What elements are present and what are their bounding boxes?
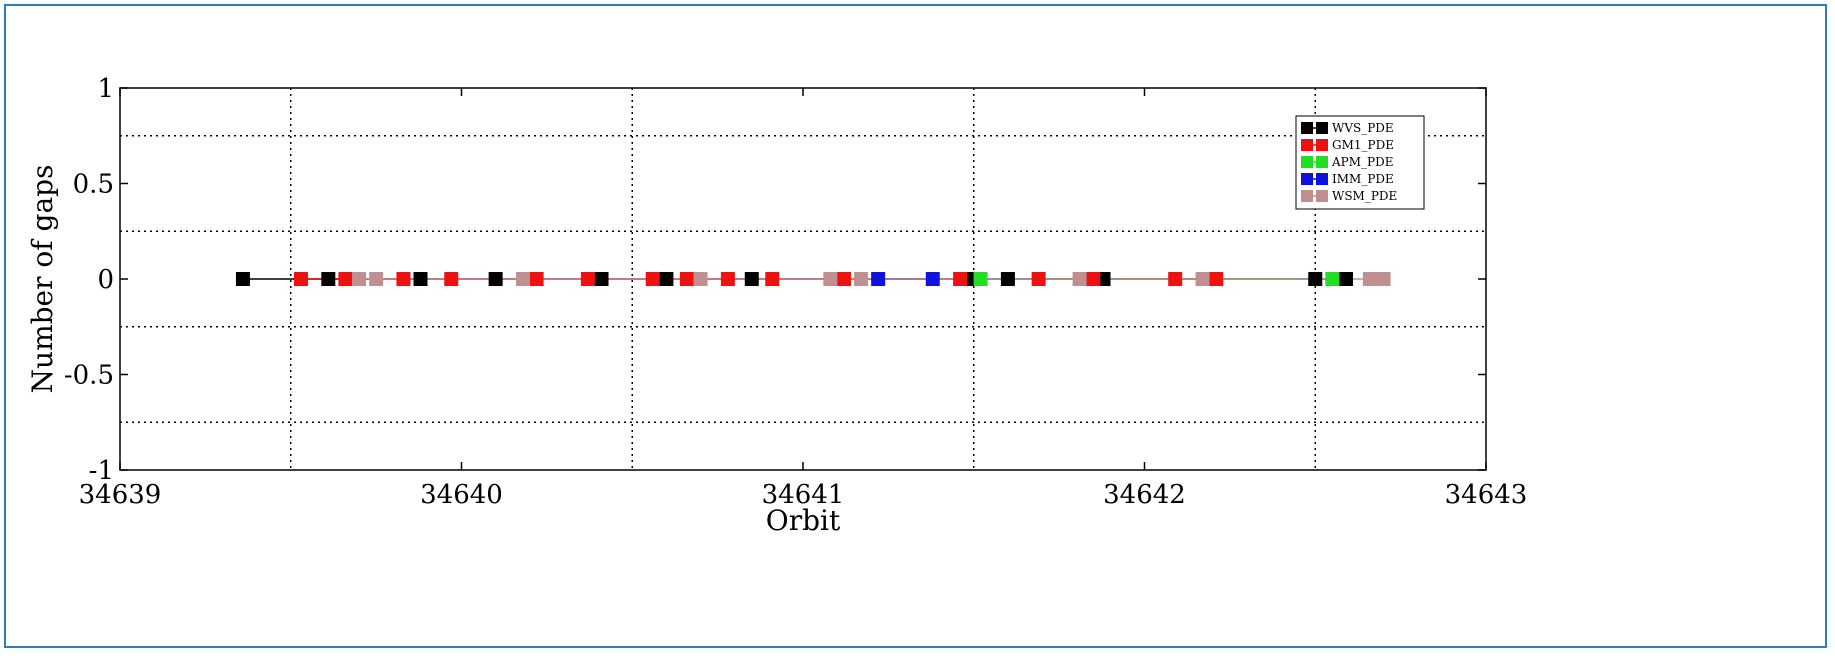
data-point-GM1_PDE	[836, 272, 851, 286]
data-point-WSM_PDE	[693, 272, 708, 286]
y-tick-label: 1	[97, 74, 114, 104]
legend-marker	[1301, 139, 1313, 151]
legend-marker	[1301, 173, 1313, 185]
data-point-GM1_PDE	[1209, 272, 1224, 286]
legend-label: WSM_PDE	[1332, 189, 1397, 203]
legend-marker	[1316, 190, 1328, 202]
data-point-IMM_PDE	[871, 272, 886, 286]
legend-marker	[1316, 122, 1328, 134]
data-point-GM1_PDE	[529, 272, 544, 286]
data-point-WSM_PDE	[1195, 272, 1210, 286]
data-point-GM1_PDE	[1168, 272, 1183, 286]
y-tick-label: 0.5	[73, 170, 114, 200]
x-tick-label: 34643	[1445, 480, 1528, 510]
data-point-WVS_PDE	[1338, 272, 1353, 286]
axes: 34639 34640 34641 34642 34643 -1 -0.5 0 0.5 1	[64, 74, 1528, 510]
y-axis-label: Number of gaps	[26, 165, 59, 394]
data-point-WVS_PDE	[744, 272, 759, 286]
data-point-GM1_PDE	[1031, 272, 1046, 286]
x-tick-label: 34639	[79, 480, 162, 510]
data-point-WSM_PDE	[1362, 272, 1377, 286]
x-tick-label: 34641	[762, 480, 845, 510]
x-axis-label: Orbit	[766, 504, 841, 537]
data-markers	[235, 272, 1391, 286]
data-point-GM1_PDE	[765, 272, 780, 286]
data-point-WVS_PDE	[235, 272, 250, 286]
data-point-GM1_PDE	[1086, 272, 1101, 286]
data-point-GM1_PDE	[720, 272, 735, 286]
data-point-GM1_PDE	[953, 272, 968, 286]
data-point-WVS_PDE	[413, 272, 428, 286]
data-point-WVS_PDE	[488, 272, 503, 286]
data-point-WSM_PDE	[1376, 272, 1391, 286]
data-point-WSM_PDE	[352, 272, 367, 286]
data-point-WVS_PDE	[321, 272, 336, 286]
x-tick-label: 34640	[420, 480, 503, 510]
data-point-GM1_PDE	[580, 272, 595, 286]
legend-label: WVS_PDE	[1332, 121, 1394, 135]
legend-marker	[1316, 173, 1328, 185]
legend-marker	[1301, 190, 1313, 202]
data-point-GM1_PDE	[338, 272, 353, 286]
y-tick-label: -1	[89, 456, 114, 486]
legend-marker	[1316, 156, 1328, 168]
data-point-WSM_PDE	[854, 272, 869, 286]
data-point-APM_PDE	[1325, 272, 1340, 286]
legend-marker	[1316, 139, 1328, 151]
data-point-WSM_PDE	[515, 272, 530, 286]
data-point-WSM_PDE	[369, 272, 384, 286]
x-tick-label: 34642	[1103, 480, 1186, 510]
data-point-WVS_PDE	[594, 272, 609, 286]
data-point-GM1_PDE	[293, 272, 308, 286]
grid-lines	[120, 88, 1486, 470]
data-point-WVS_PDE	[1308, 272, 1323, 286]
data-point-WSM_PDE	[823, 272, 838, 286]
data-point-GM1_PDE	[396, 272, 411, 286]
legend: WVS_PDE GM1_PDE APM_PDE IMM_PDE WSM_PDE	[1295, 115, 1425, 210]
legend-label: APM_PDE	[1331, 155, 1393, 169]
y-tick-label: -0.5	[64, 361, 114, 391]
legend-label: GM1_PDE	[1332, 138, 1394, 152]
data-point-WVS_PDE	[659, 272, 674, 286]
legend-marker	[1301, 122, 1313, 134]
data-point-GM1_PDE	[679, 272, 694, 286]
data-point-APM_PDE	[973, 272, 988, 286]
y-tick-label: 0	[97, 265, 114, 295]
data-point-WVS_PDE	[1000, 272, 1015, 286]
data-point-WSM_PDE	[1072, 272, 1087, 286]
data-point-IMM_PDE	[925, 272, 940, 286]
data-point-GM1_PDE	[645, 272, 660, 286]
data-point-GM1_PDE	[444, 272, 459, 286]
legend-label: IMM_PDE	[1332, 172, 1394, 186]
legend-marker	[1301, 156, 1313, 168]
